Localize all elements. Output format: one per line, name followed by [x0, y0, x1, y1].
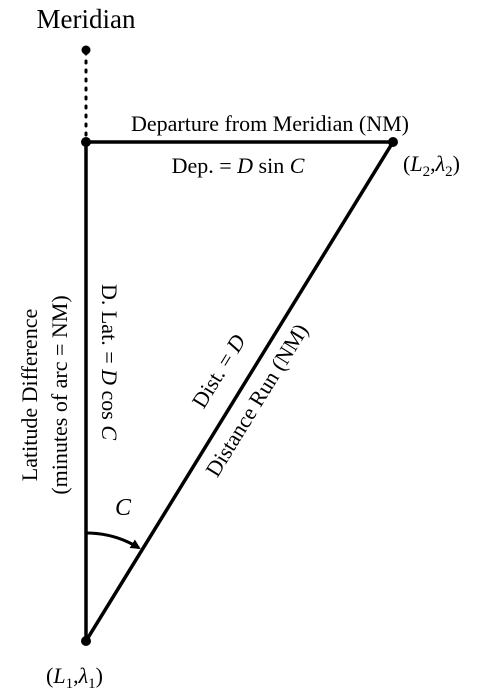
top-left-vertex-dot [81, 137, 91, 147]
departure-label: Departure from Meridian (NM) [131, 111, 409, 136]
end-point-dot [388, 137, 398, 147]
distance-run-label: Distance Run (NM) [200, 319, 313, 481]
dlat-formula-d: D [97, 368, 122, 385]
course-angle-arc-icon [85, 531, 141, 550]
latitude-difference-units-label: (minutes of arc = NM) [47, 295, 72, 494]
dep-formula-prefix: Dep. = [172, 153, 238, 178]
dlat-formula: D. Lat. = D cos C [97, 284, 122, 440]
meridian-label: Meridian [37, 4, 136, 34]
dep-formula-mid: sin [253, 153, 290, 178]
end-point-label: (L2,λ2) [403, 151, 460, 180]
dlat-formula-mid: cos [97, 385, 122, 425]
course-angle-label: C [115, 495, 132, 521]
start-point-label: (L1,λ1) [46, 663, 103, 692]
distance-run-side [84, 141, 395, 642]
dlat-formula-prefix: D. Lat. = [97, 284, 122, 369]
start-point-dot [81, 636, 91, 646]
dep-formula-d: D [236, 153, 253, 178]
dep-formula: Dep. = D sin C [172, 153, 305, 178]
latitude-difference-label: Latitude Difference [17, 309, 42, 481]
dlat-formula-c: C [97, 425, 122, 440]
dep-formula-c: C [290, 153, 305, 178]
meridian-top-dot [81, 45, 91, 55]
